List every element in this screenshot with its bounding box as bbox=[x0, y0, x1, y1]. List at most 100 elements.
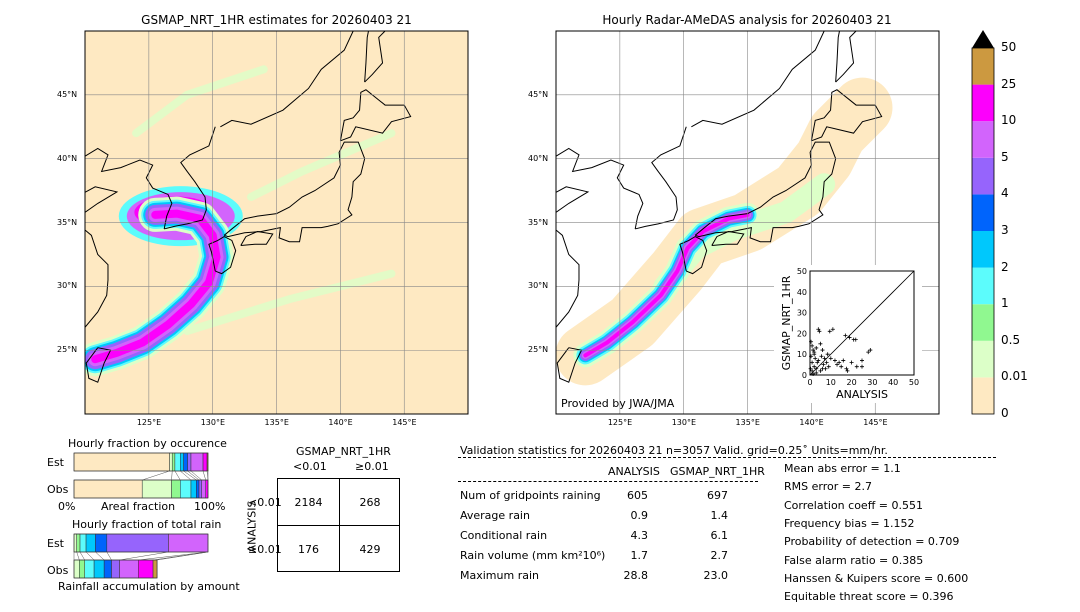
scatter-point bbox=[811, 371, 816, 376]
coastline bbox=[164, 126, 216, 230]
colorbar-label: 25 bbox=[1001, 76, 1017, 91]
cell-hit-none: 2184 bbox=[294, 496, 323, 509]
fraction-segment bbox=[141, 479, 172, 499]
scatter-point bbox=[817, 329, 822, 334]
colorbar-label: 0.5 bbox=[1001, 332, 1021, 347]
occurrence-chart bbox=[73, 452, 209, 499]
coastline bbox=[835, 31, 840, 83]
scatter-point bbox=[837, 360, 842, 365]
lon-tick-label: 145°E bbox=[392, 418, 417, 427]
fraction-segment bbox=[79, 559, 85, 579]
scatter-point bbox=[814, 345, 819, 350]
fraction-segment bbox=[202, 452, 208, 472]
coastline bbox=[635, 126, 687, 230]
lat-tick-label: 25°N bbox=[528, 345, 549, 355]
colorbar-segment bbox=[972, 304, 994, 341]
fraction-segment bbox=[171, 452, 176, 472]
connector-line bbox=[79, 551, 85, 561]
colorbar-segment bbox=[972, 157, 994, 195]
colorbar-label: 4 bbox=[1001, 186, 1009, 201]
fraction-segment bbox=[180, 452, 184, 472]
scatter-inset: 00 10 10 20 20 30 30 40 40 50 50 ANALYSIS GSMAP_NRT_… bbox=[774, 265, 922, 403]
coastline bbox=[364, 31, 369, 83]
scatter-point bbox=[843, 333, 848, 338]
lat-tick-label: 30°N bbox=[57, 281, 78, 291]
col-analysis: ANALYSIS bbox=[608, 465, 660, 478]
scatter-point bbox=[824, 360, 829, 365]
lat-tick-label: 45°N bbox=[57, 89, 78, 99]
rain-band bbox=[91, 209, 221, 364]
scatter-point bbox=[818, 368, 823, 373]
colorbar-label: 5 bbox=[1001, 149, 1009, 164]
scatter-y-tick: 50 bbox=[797, 267, 807, 276]
lat-tick-label: 45°N bbox=[528, 89, 549, 99]
scatter-x-tick: 30 bbox=[867, 378, 877, 387]
stat-label: Rain volume (mm km²10⁶) bbox=[460, 549, 606, 562]
scatter-point bbox=[845, 368, 850, 373]
scatter-point bbox=[812, 364, 817, 369]
scatter-point bbox=[814, 370, 819, 375]
connector-line bbox=[187, 470, 200, 481]
rain-title: Hourly fraction of total rain bbox=[72, 518, 222, 531]
connector-line bbox=[171, 470, 173, 481]
fraction-segment bbox=[174, 452, 181, 472]
table-col-1: ≥0.01 bbox=[355, 460, 389, 473]
scatter-point bbox=[854, 364, 859, 369]
score-line: Frequency bias = 1.152 bbox=[784, 516, 915, 530]
scatter-y-tick: 40 bbox=[797, 288, 807, 297]
colorbar-label: 1 bbox=[1001, 296, 1009, 311]
lat-tick-label: 35°N bbox=[57, 217, 78, 227]
scatter-point bbox=[830, 327, 835, 332]
colorbar-segment bbox=[972, 48, 994, 85]
coastline bbox=[556, 186, 590, 328]
occ-x-tick-0: 0% bbox=[58, 500, 76, 513]
scatter-point bbox=[809, 354, 814, 359]
scatter-point bbox=[820, 348, 825, 353]
scatter-x-tick: 40 bbox=[888, 378, 898, 387]
lon-tick-label: 130°E bbox=[671, 418, 697, 427]
scatter-point bbox=[844, 366, 849, 371]
coastline bbox=[711, 230, 745, 247]
stat-gsmap-value: 2.7 bbox=[710, 549, 729, 562]
occ-est-label: Est bbox=[47, 456, 64, 469]
colorbar-segment bbox=[972, 340, 994, 378]
scatter-point bbox=[866, 350, 871, 355]
coastline bbox=[810, 89, 883, 142]
coastline bbox=[364, 31, 386, 83]
fraction-segment bbox=[187, 452, 192, 472]
scatter-x-tick: 50 bbox=[909, 378, 919, 387]
scatter-point bbox=[811, 348, 816, 353]
colorbar-segment bbox=[972, 194, 994, 231]
lon-tick-label: 125°E bbox=[136, 418, 162, 427]
scatter-point bbox=[810, 343, 815, 348]
scatter-y-tick: 0 bbox=[802, 371, 807, 380]
lat-tick-label: 30°N bbox=[528, 281, 549, 291]
score-line: Correlation coeff = 0.551 bbox=[784, 498, 923, 512]
connector-line bbox=[183, 470, 197, 481]
scatter-point bbox=[818, 341, 823, 346]
scatter-point bbox=[839, 364, 844, 369]
fraction-segment bbox=[95, 533, 108, 553]
coastline bbox=[556, 147, 644, 230]
scatter-point bbox=[841, 358, 846, 363]
connector-line bbox=[95, 551, 105, 561]
coastline bbox=[694, 141, 837, 243]
colorbar-segment bbox=[972, 121, 994, 158]
scatter-point bbox=[860, 358, 864, 363]
score-line: False alarm ratio = 0.385 bbox=[784, 553, 924, 567]
lat-tick-label: 40°N bbox=[57, 153, 78, 163]
divider bbox=[458, 457, 996, 458]
coastline bbox=[208, 236, 237, 275]
coastline bbox=[223, 141, 366, 243]
fraction-segment bbox=[190, 479, 197, 499]
colorbar-label: 50 bbox=[1001, 40, 1017, 54]
rain-area bbox=[183, 269, 396, 336]
scatter-y-tick: 20 bbox=[797, 329, 807, 338]
coastline bbox=[835, 31, 857, 83]
coastline bbox=[85, 186, 119, 328]
scatter-point bbox=[835, 362, 840, 367]
lat-tick-label: 40°N bbox=[528, 153, 549, 163]
connector-line bbox=[157, 551, 209, 561]
